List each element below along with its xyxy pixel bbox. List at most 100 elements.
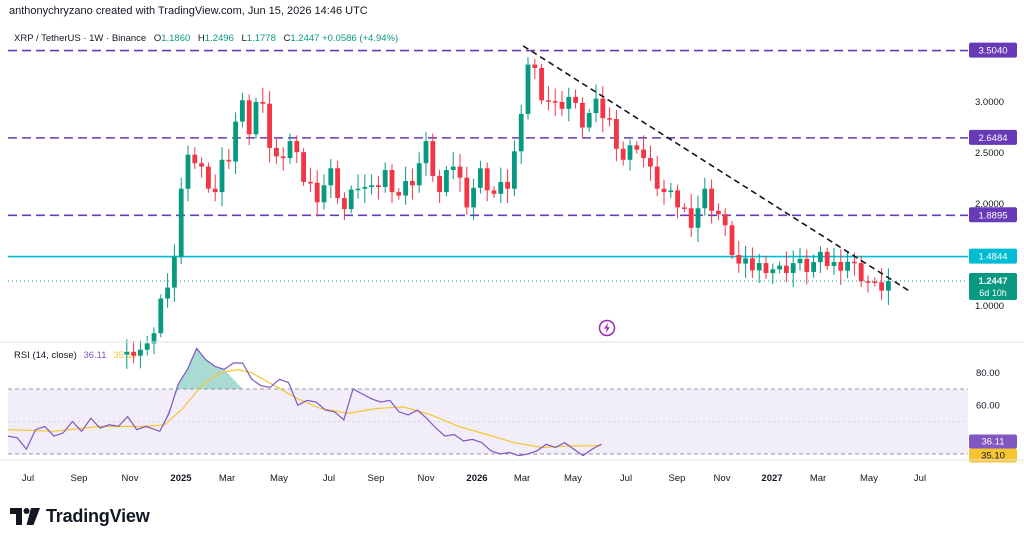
candle-body — [342, 198, 347, 210]
change-value: +0.0586 (+4.94%) — [322, 33, 399, 44]
candle-body — [464, 177, 470, 208]
price-tick-1: 2.5000 — [975, 148, 1004, 159]
candle-body — [729, 225, 735, 255]
candle-body — [743, 258, 748, 264]
candle-body — [219, 159, 225, 193]
time-tick-8: Nov — [418, 473, 435, 484]
candle-body — [246, 100, 252, 135]
candle-body — [260, 102, 266, 104]
time-tick-3: 2025 — [170, 473, 192, 484]
open-key: O — [153, 33, 162, 44]
candle-body — [518, 113, 524, 152]
rsi-ma-line — [7, 368, 602, 449]
low-value: 1.1778 — [246, 33, 276, 44]
time-tick-5: May — [270, 473, 288, 484]
price-chart[interactable]: 3.5040 2.6484 1.8895 1.4844 3.0000 2.5000 2.00… — [0, 0, 1024, 490]
candle-body — [682, 207, 687, 209]
candle-body — [763, 263, 769, 274]
rsi-tag-label: 36.11 — [981, 437, 1004, 448]
time-tick-11: May — [564, 473, 582, 484]
time-tick-13: Sep — [669, 473, 686, 484]
time-tick-1: Sep — [71, 473, 88, 484]
tradingview-logo-icon — [10, 508, 40, 525]
rsi-tag — [969, 434, 1017, 449]
flash-icon[interactable] — [598, 319, 616, 337]
candle-body — [620, 148, 626, 160]
candle-body — [736, 255, 742, 264]
candle-body — [308, 181, 313, 184]
candle-body — [831, 262, 837, 266]
candle-body — [790, 263, 796, 274]
candle-body — [614, 119, 619, 149]
level-tag-0 — [969, 42, 1017, 58]
candle-body — [178, 188, 184, 257]
candle-body — [722, 214, 728, 226]
time-tick-16: Mar — [810, 473, 826, 484]
candle-body — [668, 190, 674, 193]
candle-body — [634, 145, 640, 150]
candle-body — [280, 156, 286, 159]
candle-body — [253, 102, 259, 135]
candle-body — [172, 256, 177, 288]
candle-body — [410, 181, 415, 186]
descending-trendline — [522, 45, 910, 292]
candle-body — [879, 282, 884, 291]
candle-body — [206, 166, 211, 189]
tradingview-logo: TradingView — [10, 506, 150, 527]
close-value: 1.2447 — [290, 33, 320, 44]
time-tick-17: May — [860, 473, 878, 484]
candle-body — [695, 208, 701, 228]
high-value: 1.2496 — [204, 33, 234, 44]
candle-body — [274, 147, 279, 157]
candle-body — [580, 102, 585, 128]
candle-body — [430, 141, 436, 176]
candle-body — [369, 185, 374, 187]
rsi-label[interactable]: RSI (14, close) — [14, 350, 77, 361]
symbol-label[interactable]: XRP / TetherUS · 1W · Binance — [14, 33, 147, 44]
candle-body — [886, 281, 891, 291]
rsi-ma-tag — [969, 448, 1017, 463]
candle-body — [804, 258, 810, 272]
candle-body — [811, 262, 816, 272]
candle-body — [770, 269, 776, 274]
time-tick-15: 2027 — [761, 473, 782, 484]
candle-body — [797, 258, 803, 264]
candle-body — [627, 145, 633, 160]
candle-body — [641, 149, 646, 159]
candle-body — [505, 181, 510, 189]
candle-body — [702, 188, 708, 209]
candle-body — [423, 141, 429, 164]
candle-body — [512, 151, 517, 189]
candle-body — [532, 64, 538, 68]
candle-body — [688, 208, 694, 228]
candle-body — [865, 281, 871, 283]
candle-body — [151, 333, 157, 344]
level-tag-label-1: 2.6484 — [978, 133, 1007, 144]
candle-body — [144, 343, 150, 350]
candle-body — [546, 100, 551, 102]
candle-body — [437, 175, 442, 193]
candle-body — [294, 141, 300, 153]
level-tag-label-3: 1.4844 — [978, 252, 1007, 263]
candle-body — [124, 351, 130, 355]
close-key: C — [283, 33, 291, 44]
candle-body — [661, 188, 667, 193]
last-price-label: 1.2447 — [978, 276, 1007, 287]
candle-body — [552, 101, 558, 103]
level-tag-2 — [969, 207, 1017, 223]
candle-body — [709, 188, 714, 211]
candle-body — [335, 168, 340, 199]
rsi-value: 36.11 — [83, 350, 107, 361]
candle-body — [233, 121, 238, 162]
candle-body — [675, 190, 680, 208]
time-tick-10: Mar — [514, 473, 530, 484]
candle-body — [199, 163, 204, 167]
level-tag-label-2: 1.8895 — [978, 210, 1007, 221]
candle-body — [131, 351, 136, 356]
rsi-tick-0: 80.00 — [976, 368, 1000, 379]
candle-body — [444, 170, 449, 193]
candle-body — [362, 187, 368, 189]
candle-body — [498, 181, 504, 194]
candle-body — [566, 96, 572, 109]
candle-body — [559, 102, 565, 109]
